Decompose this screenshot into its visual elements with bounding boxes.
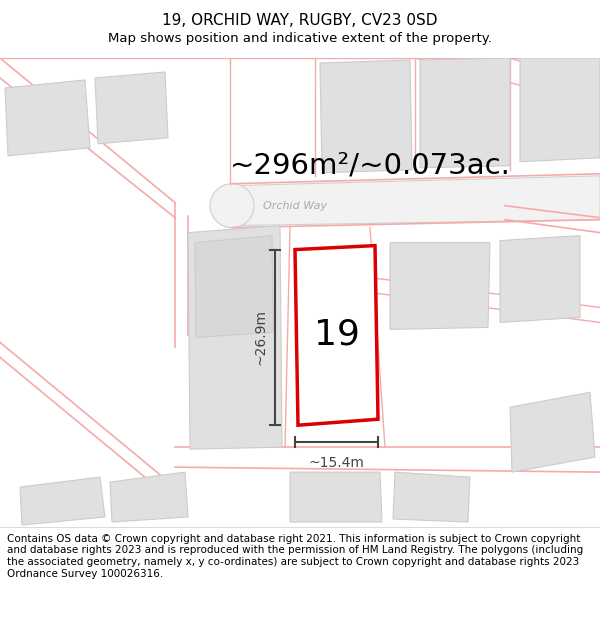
Polygon shape [420, 58, 510, 168]
Polygon shape [390, 242, 490, 329]
Polygon shape [188, 226, 282, 449]
Text: 19: 19 [314, 318, 359, 352]
Polygon shape [195, 236, 273, 338]
Polygon shape [520, 58, 600, 162]
Text: Contains OS data © Crown copyright and database right 2021. This information is : Contains OS data © Crown copyright and d… [7, 534, 583, 579]
Polygon shape [290, 472, 382, 522]
Polygon shape [110, 472, 188, 522]
Polygon shape [510, 392, 595, 472]
Text: ~26.9m: ~26.9m [254, 309, 268, 366]
Text: Map shows position and indicative extent of the property.: Map shows position and indicative extent… [108, 32, 492, 45]
Polygon shape [393, 472, 470, 522]
Text: 19, ORCHID WAY, RUGBY, CV23 0SD: 19, ORCHID WAY, RUGBY, CV23 0SD [162, 12, 438, 28]
Polygon shape [20, 477, 105, 525]
Polygon shape [95, 72, 168, 144]
Text: Orchid Way: Orchid Way [263, 201, 327, 211]
Circle shape [210, 184, 254, 228]
Polygon shape [5, 80, 90, 156]
Text: ~15.4m: ~15.4m [308, 456, 364, 470]
Polygon shape [295, 246, 378, 425]
Text: ~296m²/~0.073ac.: ~296m²/~0.073ac. [230, 152, 511, 180]
Polygon shape [230, 176, 600, 226]
Polygon shape [500, 236, 580, 322]
Polygon shape [320, 60, 412, 172]
